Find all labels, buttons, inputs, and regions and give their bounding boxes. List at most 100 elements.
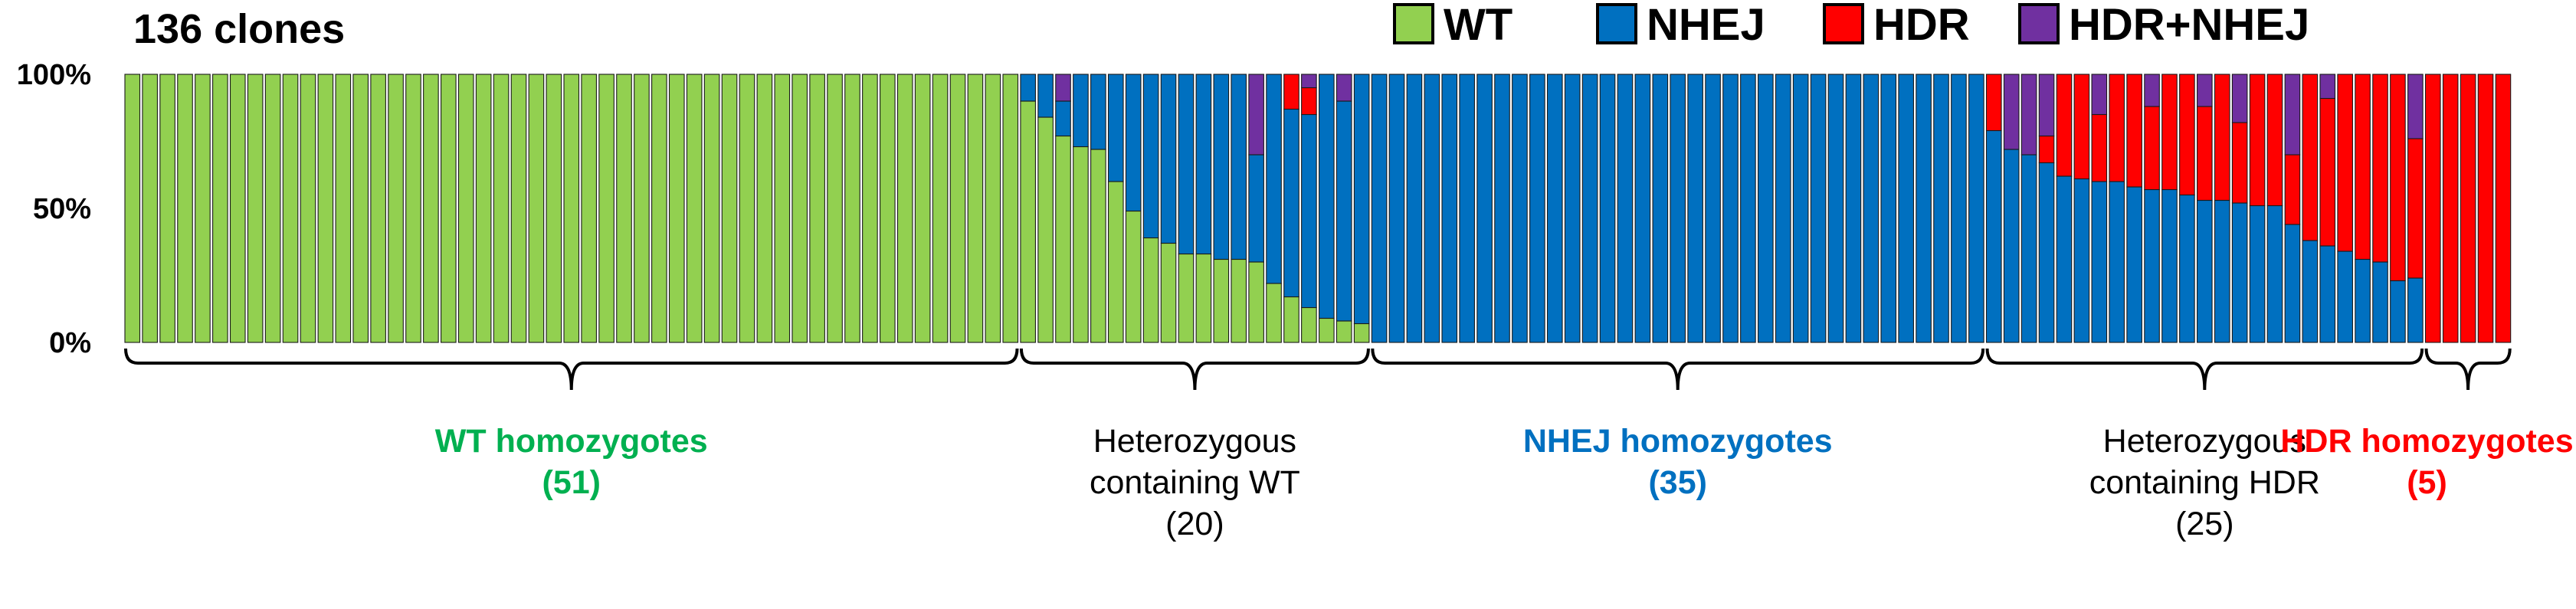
clone-bar [195,74,211,343]
clone-bar [1687,74,1703,343]
bar-segment-nhej [2319,245,2336,343]
bar-segment-nhej [1055,100,1071,137]
clone-bar [457,74,474,343]
clone-bar [1073,74,1089,343]
bar-segment-wt [844,74,860,343]
bar-segment-wt [1037,116,1054,343]
group-label: containing HDR [2089,464,2320,501]
clone-bar [1985,74,2002,343]
bar-segment-hdr-nhej [2020,74,2037,156]
clone-bar [1810,74,1827,343]
clone-bar [756,74,773,343]
bar-segment-hdr [2231,122,2248,204]
bar-segment-nhej [1564,74,1581,343]
bar-segment-nhej [2126,186,2142,343]
clone-bar [1512,74,1528,343]
bar-segment-nhej [1951,74,1967,343]
clone-bar [651,74,667,343]
clone-bar [2020,74,2037,343]
bar-segment-hdr [2038,135,2055,164]
clone-bar [1459,74,1475,343]
bar-segment-nhej [2020,154,2037,343]
bar-segment-nhej [1775,74,1791,343]
bar-segment-nhej [2372,261,2388,343]
clone-bar [493,74,510,343]
clone-bar [1494,74,1510,343]
y-tick-label: 0% [49,327,91,359]
bar-segment-wt [493,74,510,343]
clone-bar [1160,74,1177,343]
bar-segment-nhej [1301,113,1317,309]
clone-bar [2091,74,2108,343]
bar-segment-hdr [2372,74,2388,263]
clone-bar [1564,74,1581,343]
clone-bar [844,74,860,343]
bar-segment-wt [985,74,1001,343]
bar-segment-wt [177,74,193,343]
bar-segment-wt [1301,306,1317,343]
clone-bar [1476,74,1493,343]
bar-segment-hdr-nhej [2144,74,2160,107]
bar-segment-nhej [1670,74,1686,343]
bar-segment-hdr [2442,74,2459,343]
clone-bar [1388,74,1405,343]
legend-swatch [1596,3,1637,44]
bar-segment-hdr [2197,106,2213,201]
clone-bar [616,74,632,343]
clone-bar [1266,74,1282,343]
clone-bar [300,74,316,343]
bar-segment-hdr [2477,74,2494,343]
bar-segment-hdr [2266,74,2283,207]
bar-segment-wt [1090,149,1106,343]
bar-segment-nhej [1512,74,1528,343]
bar-segment-wt [1319,317,1335,343]
bar-segment-nhej [1073,74,1089,148]
clone-bar [212,74,228,343]
bar-segment-hdr [2091,113,2108,182]
clone-bar [1336,74,1352,343]
bar-segment-wt [423,74,439,343]
bar-segment-wt [686,74,703,343]
clone-bar [1178,74,1195,343]
bar-segment-hdr-nhej [2319,74,2336,100]
bar-segment-hdr [2284,154,2301,225]
bar-segment-wt [1248,261,1264,343]
clone-bar [1319,74,1335,343]
bar-segment-nhej [1916,74,1932,343]
clone-bar [1142,74,1159,343]
clone-bar [388,74,404,343]
bar-segment-nhej [1617,74,1634,343]
bar-segment-wt [1283,296,1299,343]
clone-bar [739,74,755,343]
legend-swatch [1823,3,1864,44]
clone-bar [1792,74,1809,343]
clone-bar [2407,74,2424,343]
clone-bar [1599,74,1616,343]
clone-bar [282,74,299,343]
bar-segment-nhej [1898,74,1914,343]
bar-segment-hdr [2109,74,2125,182]
bar-segment-hdr [2073,74,2090,180]
bar-segment-hdr [1283,74,1299,110]
clone-bar [1933,74,1949,343]
clone-bar [1090,74,1106,343]
bar-segment-nhej [2091,181,2108,343]
bar-segment-nhej [2390,280,2406,343]
bar-segment-wt [1073,146,1089,343]
bar-segment-wt [300,74,316,343]
bar-segment-wt [1142,237,1159,343]
bar-segment-wt [195,74,211,343]
bar-segment-wt [388,74,404,343]
clone-bar [862,74,878,343]
bar-segment-wt [247,74,264,343]
group-label: Heterozygous [1093,423,1296,460]
bar-segment-nhej [1827,74,1844,343]
bar-segment-wt [1195,253,1212,343]
legend-item: WT [1393,0,1512,50]
clone-bar [2477,74,2494,343]
bar-segment-hdr [2390,74,2406,282]
bar-segment-wt [1353,323,1370,343]
bar-segment-wt [809,74,825,343]
legend-swatch [2018,3,2060,44]
clone-bar [1213,74,1230,343]
